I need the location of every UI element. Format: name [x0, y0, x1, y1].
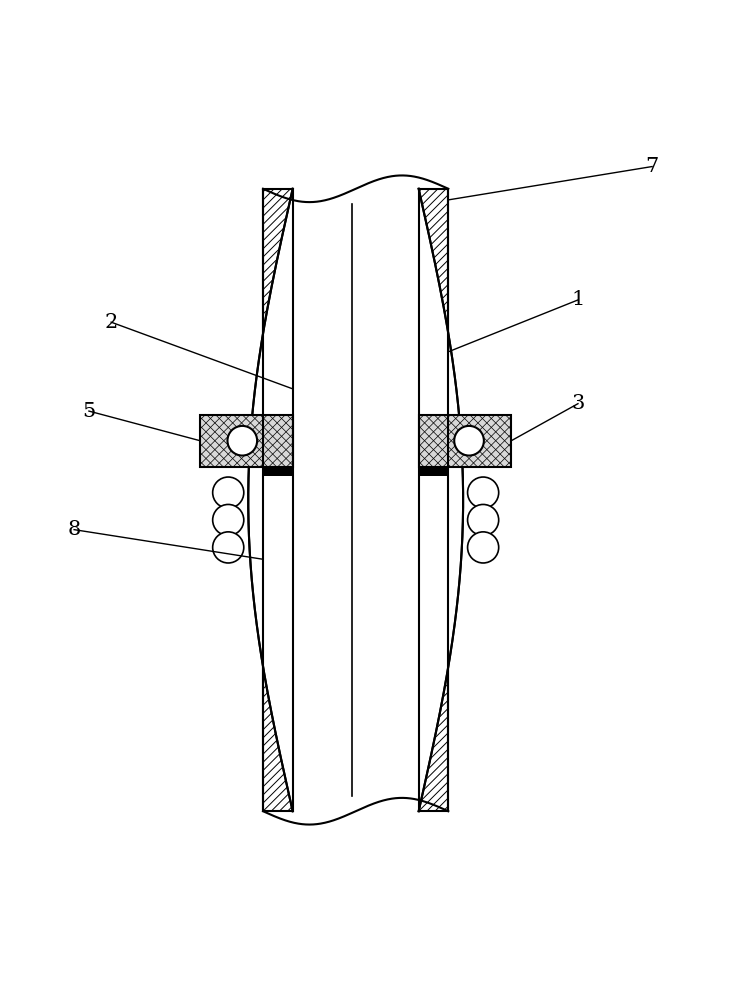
Text: 1: 1: [571, 290, 585, 309]
Bar: [419, 189, 448, 811]
Circle shape: [468, 477, 499, 508]
Text: 5: 5: [82, 402, 96, 421]
Circle shape: [468, 532, 499, 563]
Bar: [263, 467, 293, 476]
Bar: [263, 189, 293, 811]
Text: 7: 7: [645, 157, 659, 176]
Circle shape: [213, 477, 244, 508]
Circle shape: [213, 532, 244, 563]
Bar: [419, 467, 448, 476]
Circle shape: [454, 426, 484, 456]
Circle shape: [468, 504, 499, 536]
Text: 2: 2: [104, 313, 118, 332]
Polygon shape: [248, 189, 463, 811]
Circle shape: [213, 504, 244, 536]
Text: 8: 8: [67, 520, 81, 539]
Bar: [200, 415, 293, 467]
Text: 3: 3: [571, 394, 585, 413]
Bar: [419, 415, 511, 467]
Circle shape: [227, 426, 257, 456]
